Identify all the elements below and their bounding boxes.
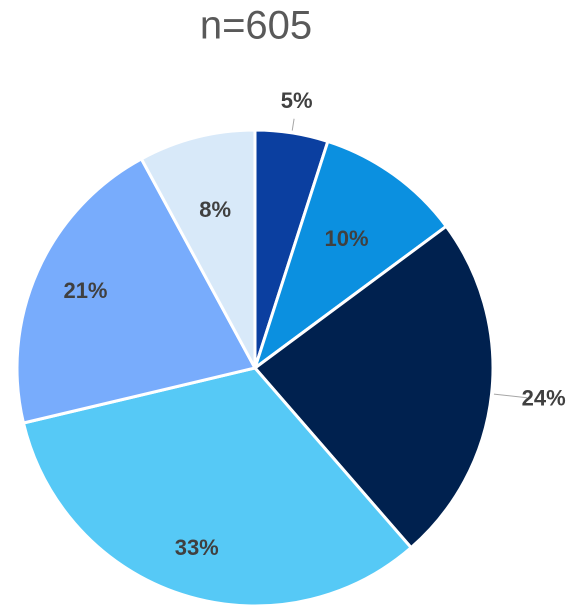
data-label: 8% [199,197,231,222]
data-label: 5% [281,88,313,113]
data-label: 33% [175,535,219,560]
pie-slice [139,128,257,369]
leader-line [291,118,295,131]
data-label: 21% [63,278,107,303]
pie-slice [252,224,495,550]
pie-slice [21,366,414,606]
chart-title: n=605 [200,4,312,48]
pie-slice [252,139,449,372]
pie-slice [15,156,258,425]
data-label: 24% [522,385,566,410]
data-label: 10% [325,226,369,251]
leader-line [493,393,528,399]
